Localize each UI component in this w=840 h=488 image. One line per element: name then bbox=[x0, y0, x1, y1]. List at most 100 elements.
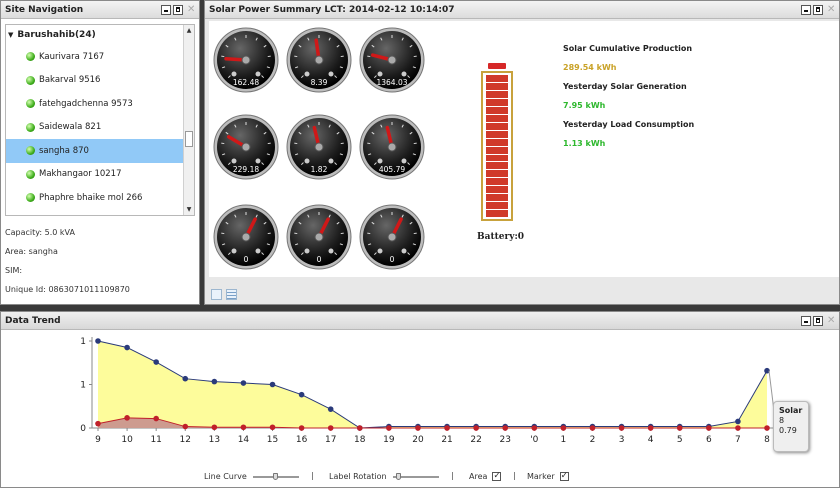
x-tick-label: 13 bbox=[209, 435, 220, 445]
expand-arrow-icon[interactable]: ▼ bbox=[8, 31, 14, 39]
area-checkbox[interactable]: ✓ bbox=[492, 471, 502, 481]
site-item[interactable]: Kaurivara 7167 bbox=[6, 45, 194, 69]
table-view-icon[interactable] bbox=[226, 289, 237, 300]
power-gauge: 229.18 bbox=[213, 114, 279, 180]
solar-summary-header: Solar Power Summary LCT: 2014-02-12 10:1… bbox=[205, 1, 839, 19]
x-tick-label: '0 bbox=[530, 435, 538, 445]
gauge-value: 229.18 bbox=[233, 165, 259, 174]
status-dot-icon bbox=[26, 52, 35, 62]
data-point bbox=[211, 424, 218, 431]
sim-info: SIM: bbox=[5, 266, 23, 275]
x-tick-label: 21 bbox=[441, 435, 452, 445]
battery-cell bbox=[486, 146, 508, 154]
tooltip-series: Solar bbox=[779, 406, 803, 415]
data-point bbox=[764, 425, 770, 431]
battery-cell bbox=[486, 91, 508, 98]
stat-label: Yesterday Solar Generation bbox=[563, 82, 687, 91]
data-point bbox=[298, 391, 305, 398]
battery-cell bbox=[486, 138, 508, 146]
site-item[interactable]: fatehgadchenna 9573 bbox=[6, 92, 194, 116]
label-rotation-slider[interactable] bbox=[392, 472, 439, 480]
site-tree: ▼ Barushahib(24) Kaurivara 7167 Bakarval … bbox=[5, 24, 195, 216]
chart-controls: Line Curve | Label Rotation | Area ✓ | M… bbox=[1, 470, 839, 484]
line-curve-slider[interactable] bbox=[252, 472, 299, 480]
maximize-button[interactable] bbox=[813, 4, 823, 15]
x-tick-label: 15 bbox=[267, 435, 278, 445]
scroll-up-icon[interactable]: ▲ bbox=[186, 27, 192, 34]
data-point bbox=[124, 344, 130, 351]
data-point bbox=[124, 415, 130, 421]
x-tick-label: 22 bbox=[470, 435, 481, 445]
minimize-button[interactable] bbox=[801, 315, 811, 326]
gauge-view-icon[interactable] bbox=[211, 289, 222, 300]
power-gauge: 0 bbox=[359, 204, 425, 270]
data-point bbox=[240, 424, 247, 431]
site-item[interactable]: Makhangaor 10217 bbox=[6, 163, 194, 187]
close-icon[interactable]: ✕ bbox=[827, 4, 836, 15]
x-tick-label: 4 bbox=[648, 435, 654, 445]
gauge-value: 8.39 bbox=[311, 78, 328, 87]
gauge-value: 0 bbox=[317, 255, 322, 264]
status-dot-icon bbox=[26, 193, 35, 203]
scroll-down-icon[interactable]: ▼ bbox=[186, 206, 192, 213]
data-point bbox=[647, 425, 654, 431]
tooltip-x: 8 bbox=[779, 416, 785, 425]
x-tick-label: 16 bbox=[296, 435, 308, 445]
gauge-value: 1.82 bbox=[311, 165, 328, 174]
maximize-button[interactable] bbox=[813, 315, 823, 326]
stat-value: 7.95 kWh bbox=[563, 101, 606, 110]
x-tick-label: 3 bbox=[619, 435, 625, 445]
data-point bbox=[95, 338, 101, 344]
site-item-label: sangha 870 bbox=[39, 145, 89, 156]
tree-root-node[interactable]: ▼ Barushahib(24) bbox=[6, 25, 194, 45]
close-icon[interactable]: ✕ bbox=[187, 4, 196, 15]
site-item[interactable]: sangha 870 bbox=[6, 139, 194, 163]
slider-knob[interactable] bbox=[395, 472, 401, 480]
x-tick-label: 1 bbox=[561, 435, 567, 445]
label-rotation-label: Label Rotation bbox=[329, 472, 387, 481]
power-gauge: 0 bbox=[286, 204, 352, 270]
site-item[interactable]: Bakarval 9516 bbox=[6, 69, 194, 93]
battery-cell bbox=[486, 98, 508, 106]
battery-cell bbox=[486, 75, 508, 83]
tree-scrollbar[interactable]: ▲ ▼ bbox=[183, 25, 194, 215]
battery-cell bbox=[486, 186, 508, 194]
close-icon[interactable]: ✕ bbox=[827, 315, 836, 326]
site-navigation-header: Site Navigation ✕ bbox=[1, 1, 199, 19]
slider-knob[interactable] bbox=[272, 472, 278, 480]
data-point bbox=[182, 423, 189, 430]
scroll-thumb[interactable] bbox=[185, 131, 193, 147]
summary-content: 162.48 8.39 1364.03 229.18 1.82 bbox=[209, 21, 839, 277]
gauge-value: 0 bbox=[244, 255, 249, 264]
power-gauge: 1364.03 bbox=[359, 27, 425, 93]
minimize-button[interactable] bbox=[801, 4, 811, 15]
series-area bbox=[98, 417, 767, 428]
gauge-value: 405.79 bbox=[379, 165, 405, 174]
site-item-label: Saidewala 821 bbox=[39, 122, 102, 133]
x-tick-label: 9 bbox=[95, 435, 101, 445]
site-item[interactable]: Saidewala 821 bbox=[6, 116, 194, 140]
series-line bbox=[97, 417, 767, 429]
data-point bbox=[764, 367, 770, 374]
site-item[interactable]: Phaphre bhaike mol 266 bbox=[6, 186, 194, 210]
site-navigation-panel: Site Navigation ✕ ▼ Barushahib(24) Kauri… bbox=[0, 0, 200, 305]
summary-footer bbox=[211, 289, 237, 300]
data-point bbox=[735, 418, 741, 425]
marker-checkbox[interactable]: ✓ bbox=[559, 471, 569, 481]
stat-label: Yesterday Load Consumption bbox=[563, 120, 695, 129]
maximize-button[interactable] bbox=[173, 4, 183, 15]
data-point bbox=[502, 425, 509, 431]
unique-id-info: Unique Id: 0863071011109870 bbox=[5, 285, 130, 294]
data-point bbox=[473, 425, 479, 431]
power-gauge: 0 bbox=[213, 204, 279, 270]
minimize-button[interactable] bbox=[161, 4, 171, 15]
data-point bbox=[298, 425, 305, 431]
status-dot-icon bbox=[26, 122, 35, 132]
stat-label: Solar Cumulative Production bbox=[563, 44, 693, 53]
battery-body bbox=[481, 71, 513, 221]
data-point bbox=[269, 424, 276, 431]
battery-cell bbox=[486, 154, 508, 162]
power-gauge: 405.79 bbox=[359, 114, 425, 180]
data-point bbox=[327, 406, 334, 412]
